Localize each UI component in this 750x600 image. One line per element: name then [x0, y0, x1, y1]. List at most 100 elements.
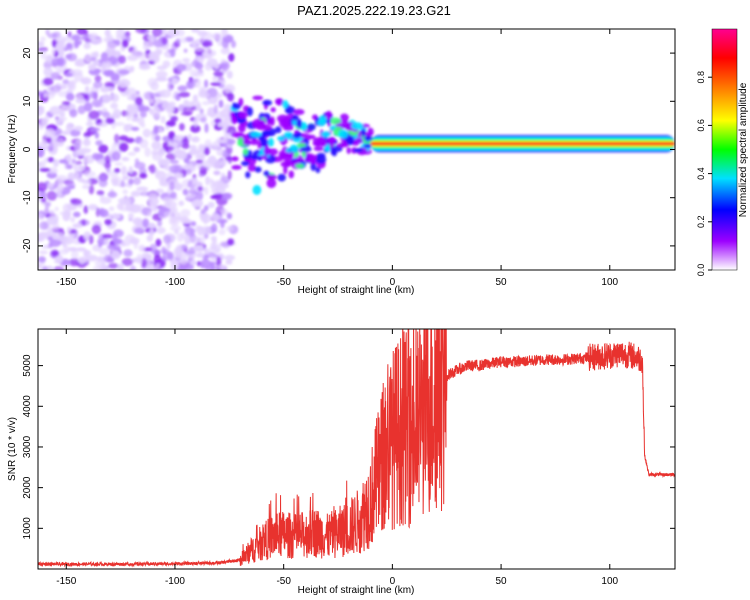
spectrogram-noise-blob: [195, 191, 204, 201]
snr-panel: -150 -100 -50 0 50 100 1000 2000 3000 4000 5000 He…: [7, 328, 676, 596]
spectrogram-noise-blob: [90, 57, 97, 62]
spectrogram-noise-blob: [197, 186, 203, 192]
spectrogram-noise-blob: [142, 218, 150, 228]
spectrogram-noise-blob: [213, 71, 224, 77]
spectrogram-noise-blob: [101, 93, 111, 104]
spectrogram-noise-blob: [90, 91, 98, 99]
spectrogram-noise-blob: [110, 175, 122, 184]
spectrogram-signal-blob: [329, 117, 341, 125]
spectrogram-noise-blob: [130, 265, 136, 270]
spectrogram-noise-blob: [190, 260, 197, 266]
spectrogram-signal-blob: [296, 142, 307, 148]
spectrogram-noise-blob: [38, 41, 45, 47]
spectrogram-noise-blob: [118, 142, 129, 152]
spectrogram-signal-blob: [325, 110, 332, 120]
spectrogram-signal-blob: [266, 174, 278, 180]
spectrogram-noise-blob: [39, 221, 49, 230]
spectrogram-noise-blob: [57, 118, 65, 124]
y-tick-label: 1000: [22, 517, 33, 540]
spectrogram-noise-blob: [223, 132, 232, 137]
spectrogram-noise-blob: [150, 81, 159, 91]
x-tick-label: 100: [601, 277, 618, 288]
spectrogram-noise-blob: [173, 135, 185, 142]
spectrogram-noise-blob: [125, 137, 135, 143]
spectrogram-signal-blob: [252, 151, 257, 161]
spectrogram-noise-blob: [212, 141, 220, 149]
spectrogram-signal-blob: [353, 148, 363, 153]
spectrogram-noise-blob: [125, 87, 137, 96]
spectrogram-noise-blob: [210, 195, 220, 200]
spectrogram-noise-blob: [71, 250, 79, 260]
y-tick-label: -20: [22, 238, 33, 253]
spectrogram-noise-blob: [180, 209, 191, 217]
colorbar-tick-label: 0.8: [696, 71, 706, 84]
spectrogram-noise-blob: [100, 52, 108, 62]
spectrogram-noise-blob: [74, 60, 86, 67]
spectrogram-noise-blob: [47, 147, 54, 152]
spectrogram-noise-blob: [118, 78, 131, 88]
spectrogram-noise-blob: [48, 226, 58, 232]
spectrogram-noise-blob: [69, 108, 78, 118]
spectrogram-noise-blob: [156, 149, 166, 156]
spectrogram-noise-blob: [203, 248, 209, 254]
spectrogram-noise-blob: [63, 245, 71, 253]
spectrogram-noise-blob: [127, 54, 139, 62]
spectrogram-noise-blob: [165, 120, 176, 127]
spectrogram-signal-blob: [316, 152, 326, 159]
spectrogram-noise-blob: [213, 104, 218, 114]
spectrogram-noise-blob: [171, 206, 178, 213]
spectrogram-noise-blob: [88, 234, 94, 245]
snr-ticks: -150 -100 -50 0 50 100 1000 2000 3000 4000 5000: [22, 329, 675, 587]
spectrogram-noise-blob: [39, 160, 47, 166]
carrier-band-core: [370, 142, 675, 146]
spectrogram-noise-blob: [111, 151, 121, 161]
spectrogram-noise-blob: [148, 222, 156, 229]
spectrogram-noise-blob: [167, 81, 175, 92]
spectrogram-noise-blob: [183, 99, 189, 107]
spectrogram-noise-blob: [211, 223, 218, 233]
spectrogram-noise-blob: [81, 179, 91, 184]
spectrogram-noise-blob: [77, 256, 88, 264]
spectrogram-noise-blob: [39, 191, 47, 199]
spectrogram-signal-blob: [295, 163, 305, 169]
spectrogram-noise-blob: [179, 123, 185, 131]
spectrogram-noise-blob: [135, 52, 148, 60]
spectrogram-noise-blob: [142, 128, 151, 138]
spectrogram-signal-blob: [295, 132, 303, 137]
spectrogram-noise-blob: [65, 54, 73, 59]
spectrogram-signal-blob: [262, 99, 273, 106]
spectrogram-noise-blob: [42, 265, 48, 270]
spectrogram-noise-blob: [130, 49, 138, 56]
spectrogram-signal-blob: [339, 113, 349, 123]
spectrogram-noise-blob: [206, 58, 218, 68]
spectrogram-signal-blob: [329, 138, 335, 148]
spectrogram-noise-blob: [122, 175, 129, 181]
spectrogram-noise-blob: [47, 156, 55, 163]
spectrogram-noise-blob: [61, 130, 71, 135]
spectrogram-noise-blob: [162, 197, 174, 203]
spectrogram-noise-blob: [54, 116, 60, 121]
spectrogram-noise-blob: [180, 111, 192, 116]
spectrogram-noise-blob: [171, 77, 179, 85]
spectrogram-noise-blob: [47, 167, 58, 175]
colorbar-tick-label: 0.0: [696, 264, 706, 277]
spectrogram-noise-blob: [97, 159, 106, 165]
spectrogram-noise-blob: [198, 91, 211, 99]
spectrogram-noise-blob: [123, 123, 131, 133]
spectrogram-noise-blob: [46, 182, 55, 189]
spectrogram-noise-blob: [96, 190, 105, 196]
spectrogram-signal-blob: [282, 100, 289, 109]
spectrogram-signal-blob: [277, 173, 287, 182]
spectrogram-noise-blob: [191, 29, 200, 33]
spectrogram-noise-blob: [129, 237, 140, 245]
spectrogram-noise-blob: [167, 251, 174, 261]
spectrogram-noise-blob: [61, 104, 66, 110]
spectrogram-noise-blob: [112, 213, 118, 220]
spectrogram-noise-blob: [105, 117, 115, 124]
spectrogram-signal-blob: [257, 157, 262, 161]
spectrogram-noise-blob: [69, 258, 80, 267]
spectrogram-noise-blob: [98, 144, 109, 154]
spectrogram-signal-blob: [330, 147, 336, 156]
y-tick-label: 5000: [22, 354, 33, 377]
spectrogram-noise-blob: [228, 53, 235, 62]
